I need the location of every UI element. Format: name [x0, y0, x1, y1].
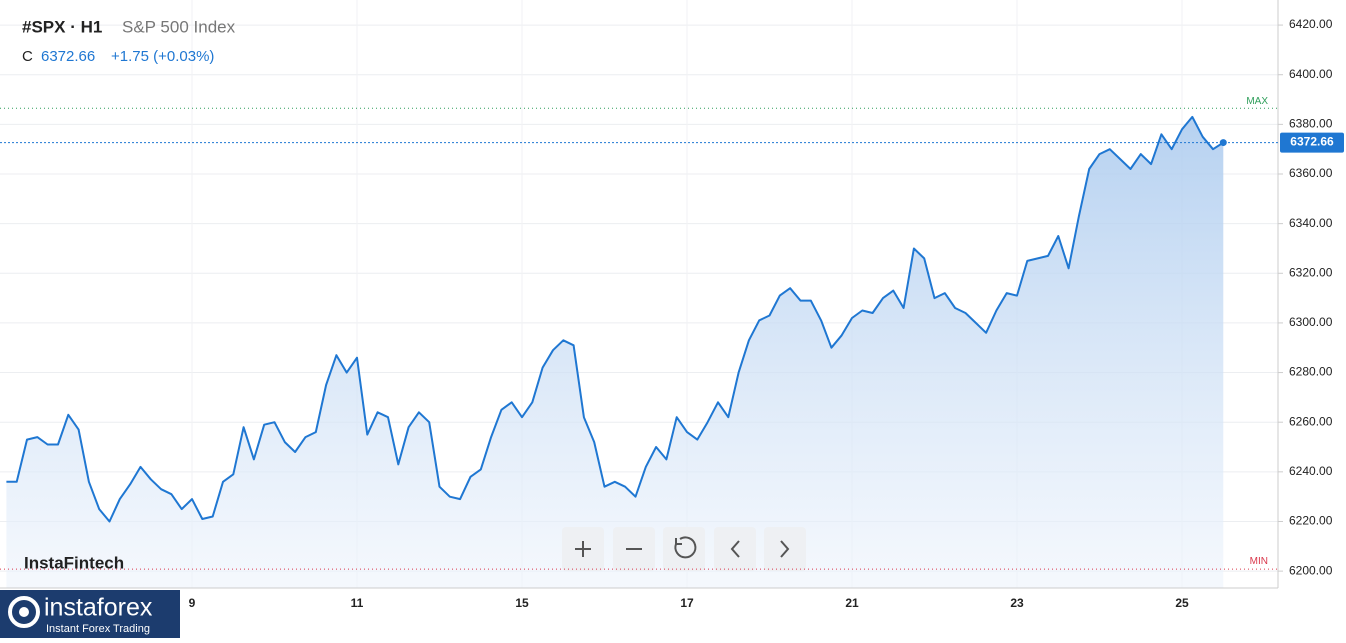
last-price-box	[1280, 132, 1344, 153]
brand-logo	[8, 596, 40, 628]
instrument-title: S&P 500 Index	[122, 17, 236, 36]
scroll-right-button[interactable]	[764, 527, 806, 571]
right-icon	[780, 540, 790, 558]
x-tick-label: 25	[1175, 596, 1189, 610]
reset-button[interactable]	[663, 527, 705, 571]
y-tick-label: 6380.00	[1289, 117, 1333, 131]
brand-tagline: Instant Forex Trading	[46, 623, 150, 635]
x-tick-label: 23	[1010, 596, 1024, 610]
y-tick-label: 6240.00	[1289, 464, 1333, 478]
x-tick-label: 17	[680, 596, 694, 610]
close-label: C	[22, 48, 33, 65]
zoom-controls	[562, 527, 806, 571]
plus-icon	[575, 541, 591, 557]
x-tick-label: 11	[351, 596, 364, 610]
y-tick-label: 6220.00	[1289, 514, 1333, 528]
brand-logo-center	[19, 607, 29, 617]
y-tick-label: 6360.00	[1289, 166, 1333, 180]
y-tick-label: 6300.00	[1289, 315, 1333, 329]
last-point	[1219, 139, 1227, 147]
symbol: #SPX · H1	[22, 17, 102, 36]
brand-name: instaforex	[44, 594, 153, 622]
y-tick-label: 6420.00	[1289, 17, 1333, 31]
x-tick-label: 9	[189, 596, 196, 610]
watermark: InstaFintech	[24, 553, 124, 572]
y-tick-label: 6400.00	[1289, 67, 1333, 81]
min-label: MIN	[1250, 556, 1268, 567]
area-fill	[6, 116, 1224, 589]
reset-icon	[674, 536, 697, 559]
left-icon	[730, 540, 740, 558]
last-price-label: 6372.66	[1290, 135, 1334, 149]
y-tick-label: 6280.00	[1289, 365, 1333, 379]
change: +1.75 (+0.03%)	[111, 48, 214, 65]
max-label: MAX	[1246, 96, 1268, 107]
y-tick-label: 6260.00	[1289, 414, 1333, 428]
y-tick-label: 6320.00	[1289, 265, 1333, 279]
x-tick-label: 21	[845, 596, 859, 610]
reset-arrow	[675, 538, 682, 545]
close-value: 6372.66	[41, 48, 95, 65]
y-tick-label: 6200.00	[1289, 563, 1333, 577]
scroll-left-button[interactable]	[714, 527, 756, 571]
price-line	[6, 115, 1224, 523]
y-tick-label: 6340.00	[1289, 216, 1333, 230]
x-tick-label: 15	[515, 596, 529, 610]
brand-block: instaforex Instant Forex Trading	[0, 590, 180, 638]
